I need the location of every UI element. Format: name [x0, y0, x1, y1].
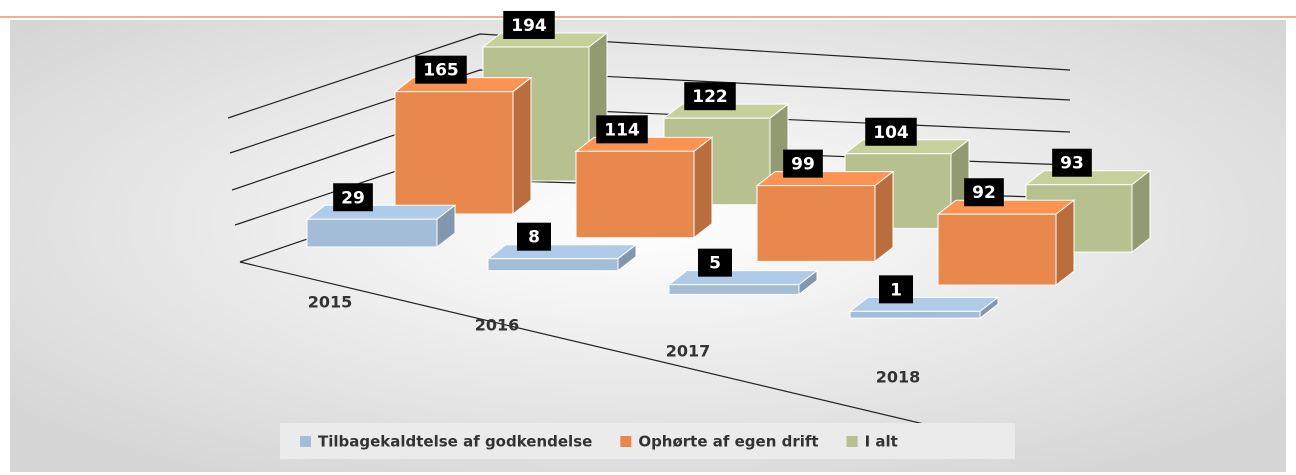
legend-box [280, 423, 1015, 459]
bar-top [667, 270, 819, 286]
legend-swatch [620, 436, 632, 447]
data-label-text: 165 [423, 61, 459, 81]
legend-label: Tilbagekaldtelse af godkendelse [318, 433, 592, 451]
data-label-box [333, 183, 373, 212]
data-label-box [596, 115, 648, 144]
bar [937, 213, 1057, 286]
bar [306, 218, 438, 248]
data-label-box [879, 275, 913, 304]
legend: Tilbagekaldtelse af godkendelse Ophørte a… [280, 423, 1015, 459]
data-label-box [964, 178, 1004, 207]
floor-edge [239, 261, 1001, 443]
bar [487, 258, 619, 272]
data-label-box [1052, 148, 1092, 177]
data-label: 104 [865, 117, 917, 146]
x-tick-label: 2018 [876, 368, 921, 387]
bar-top [755, 171, 895, 187]
legend-swatch [846, 436, 858, 447]
data-label-text: 92 [972, 183, 996, 203]
bar-side [1055, 199, 1075, 287]
legend-swatch [300, 436, 311, 447]
bar [575, 150, 695, 239]
wall-line [229, 69, 1071, 154]
data-label: 99 [783, 149, 823, 178]
wall-line [227, 33, 1071, 119]
data-label: 114 [596, 115, 648, 144]
data-label: 194 [503, 10, 555, 39]
data-label: 1 [879, 275, 913, 304]
data-label-box [415, 55, 467, 84]
data-label: 122 [684, 82, 736, 111]
data-label-box [517, 222, 551, 251]
data-label-text: 29 [341, 188, 365, 208]
bar-top [305, 204, 457, 220]
data-label-text: 1 [890, 280, 902, 300]
bar-top [936, 199, 1076, 215]
data-label-text: 93 [1060, 154, 1084, 174]
data-label-text: 104 [873, 123, 909, 143]
data-label: 8 [517, 222, 551, 251]
bar-side [874, 170, 894, 263]
bar [849, 310, 981, 319]
data-label-box [684, 82, 736, 111]
data-label: 93 [1052, 148, 1092, 177]
x-tick-label: 2016 [475, 316, 520, 335]
bar-side [512, 76, 532, 216]
bar-top [486, 244, 638, 260]
data-label-box [783, 149, 823, 178]
data-label-box [503, 10, 555, 39]
data-label: 165 [415, 55, 467, 84]
data-label: 29 [333, 183, 373, 212]
bar [756, 185, 876, 262]
bar-side [693, 136, 713, 239]
data-label-box [698, 248, 732, 277]
bars: 194 122 104 93 165 114 99 92 29 8 5 1 [305, 10, 1152, 320]
bar [394, 91, 514, 215]
legend-label: Ophørte af egen drift [638, 433, 818, 451]
data-label-text: 194 [511, 16, 547, 36]
bar-top [848, 296, 1000, 312]
data-label-text: 122 [692, 87, 728, 107]
data-label: 92 [964, 178, 1004, 207]
data-label-text: 114 [604, 120, 640, 140]
x-tick-label: 2015 [308, 293, 353, 312]
data-label: 5 [698, 248, 732, 277]
x-tick-label: 2017 [666, 342, 711, 361]
data-label-text: 8 [528, 228, 540, 248]
legend-label: I alt [865, 433, 898, 451]
data-label-text: 99 [791, 155, 815, 175]
bar [668, 284, 800, 295]
data-label-box [865, 117, 917, 146]
data-label-text: 5 [709, 254, 721, 274]
bar-side [1131, 169, 1151, 254]
